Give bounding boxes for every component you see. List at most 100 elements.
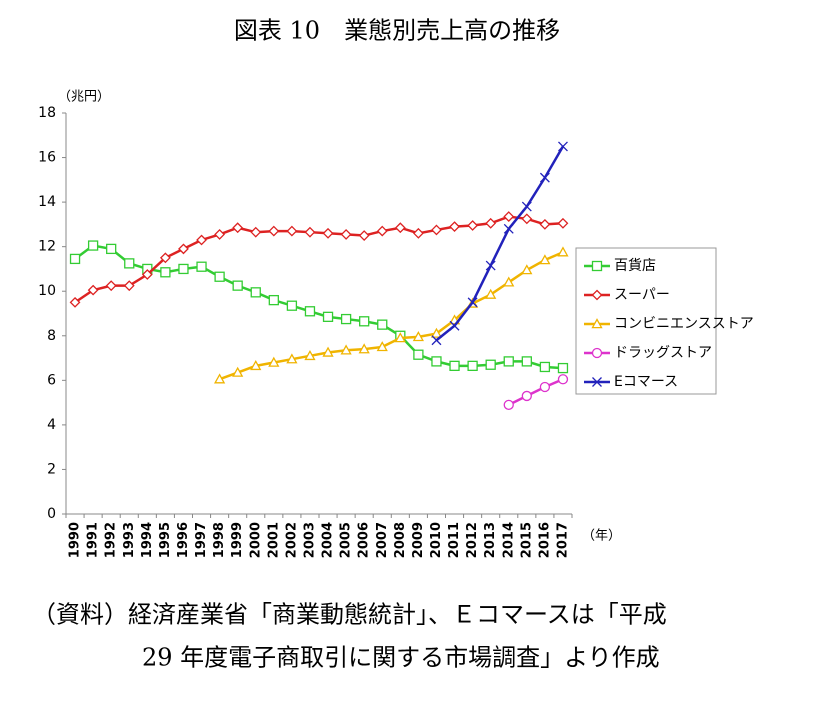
data-point xyxy=(412,331,424,342)
data-point xyxy=(250,287,261,298)
legend-label: 百貨店 xyxy=(614,257,656,274)
x-tick-label: 2015 xyxy=(519,522,534,558)
data-point xyxy=(196,261,207,272)
data-point xyxy=(449,320,460,331)
data-point xyxy=(467,220,479,231)
data-point xyxy=(503,223,514,234)
data-point xyxy=(105,280,117,292)
data-point xyxy=(214,271,225,282)
data-point xyxy=(250,226,262,238)
data-point xyxy=(106,243,117,255)
data-point xyxy=(539,254,551,265)
legend-label: コンビニエンスストア xyxy=(614,316,754,332)
x-tick-label: 2006 xyxy=(357,522,372,558)
series-line xyxy=(74,244,564,370)
chart-title: 図表 10 業態別売上高の推移 xyxy=(234,17,560,45)
y-tick-label: 10 xyxy=(38,283,56,299)
x-tick-label: 2002 xyxy=(284,522,299,558)
data-point xyxy=(557,246,569,257)
x-tick-label: 2011 xyxy=(447,522,462,558)
data-point xyxy=(304,349,316,361)
data-point xyxy=(69,296,81,308)
legend-box xyxy=(575,247,717,395)
series-line xyxy=(508,378,564,406)
x-tick-label: 2007 xyxy=(375,522,390,558)
data-point xyxy=(485,217,497,229)
data-point xyxy=(87,284,99,296)
data-point xyxy=(485,359,496,370)
source-note: （資料）経済産業省「商業動態統計」、Ｅコマースは「平成 xyxy=(32,601,667,629)
data-point xyxy=(340,228,352,240)
y-tick-label: 14 xyxy=(38,194,56,210)
data-point xyxy=(485,260,496,271)
data-point xyxy=(124,258,135,269)
data-point xyxy=(340,313,352,325)
x-tick-label: 2009 xyxy=(411,522,426,558)
x-tick-label: 2003 xyxy=(302,522,317,558)
data-point xyxy=(286,300,298,311)
x-tick-label: 1999 xyxy=(230,522,245,558)
series-line xyxy=(74,215,564,304)
data-point xyxy=(304,226,316,238)
x-tick-label: 1990 xyxy=(68,522,83,558)
x-tick-label: 2012 xyxy=(465,522,480,558)
x-tick-label: 1991 xyxy=(86,522,101,558)
data-point xyxy=(449,360,460,372)
data-point xyxy=(467,360,478,372)
data-point xyxy=(214,373,226,384)
data-point xyxy=(160,267,171,278)
legend-marker xyxy=(592,377,602,387)
y-tick-label: 8 xyxy=(47,328,56,344)
data-point xyxy=(394,222,406,234)
data-point xyxy=(521,390,532,402)
data-point xyxy=(232,222,244,234)
data-point xyxy=(557,374,569,385)
data-point xyxy=(557,362,569,374)
series-line xyxy=(435,145,565,342)
data-point xyxy=(286,225,298,237)
y-tick-label: 18 xyxy=(38,105,56,121)
y-tick-label: 4 xyxy=(47,417,56,433)
data-point xyxy=(377,319,388,330)
data-point xyxy=(232,280,243,291)
data-point xyxy=(268,294,279,306)
data-point xyxy=(376,225,388,237)
data-point xyxy=(557,217,569,229)
x-tick-label: 1995 xyxy=(158,522,173,558)
data-point xyxy=(431,356,442,367)
data-point xyxy=(539,172,550,183)
data-point xyxy=(412,227,424,239)
data-point xyxy=(340,344,352,355)
x-tick-label: 2017 xyxy=(555,522,570,558)
data-point xyxy=(322,227,334,239)
data-point xyxy=(485,288,497,299)
x-tick-label: 1998 xyxy=(212,522,227,558)
legend-label: ドラッグストア xyxy=(614,345,712,361)
data-point xyxy=(159,252,171,264)
data-point xyxy=(521,213,533,225)
data-point xyxy=(503,399,514,410)
data-point xyxy=(359,316,370,327)
x-tick-label: 2010 xyxy=(429,522,444,558)
y-tick-label: 16 xyxy=(38,150,56,166)
data-point xyxy=(449,221,460,233)
x-tick-label: 2000 xyxy=(248,522,263,558)
data-point xyxy=(250,360,262,371)
y-axis-label: （兆円） xyxy=(58,90,110,105)
data-point xyxy=(178,263,189,275)
x-tick-label: 1993 xyxy=(122,522,137,558)
data-point xyxy=(521,356,532,367)
data-point xyxy=(503,276,515,287)
data-point xyxy=(521,264,533,275)
y-tick-label: 0 xyxy=(47,506,56,522)
data-point xyxy=(123,280,135,292)
data-point xyxy=(358,230,370,241)
data-point xyxy=(87,240,99,251)
legend-marker xyxy=(591,347,603,359)
legend-label: スーパー xyxy=(614,287,670,303)
data-point xyxy=(539,361,551,373)
y-tick-label: 6 xyxy=(47,372,56,388)
x-tick-label: 1997 xyxy=(194,522,209,558)
data-point xyxy=(214,228,226,240)
